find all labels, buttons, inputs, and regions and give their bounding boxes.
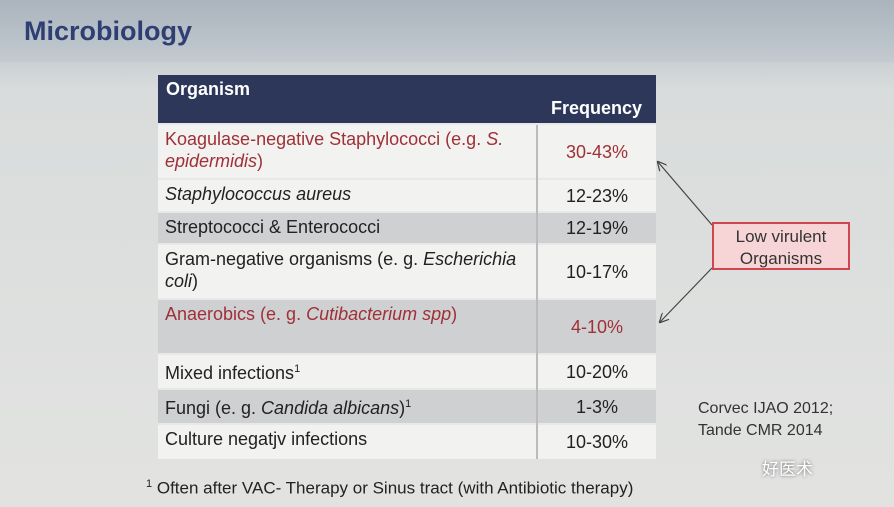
organism-text: Escherichia coli [165,249,517,291]
reference-line: Tande CMR 2014 [698,422,823,439]
frequency-cell: 1-3% [536,388,656,424]
organism-text: Fungi (e. g. [165,398,262,418]
header-row: Organism Frequency [158,75,656,124]
organism-cell: Gram-negative organisms (e. g. Escherich… [158,243,537,299]
organism-text: Cutibacterium spp [306,304,452,324]
organism-text: Streptococci & Enterococci [165,217,381,237]
footnote-mark: 1 [146,478,153,490]
frequency-cell: 10-17% [536,243,656,299]
frequency-cell: 4-10% [536,298,656,354]
table-row: Gram-negative organisms (e. g. Escherich… [158,243,656,299]
organism-cell: Staphylococcus aureus [158,178,537,212]
organism-text: 1 [294,363,301,375]
table-row: Anaerobics (e. g. Cutibacterium spp) 4-10… [158,298,656,354]
table-row: Staphylococcus aureus 12-23% [158,178,656,212]
frequency-cell: 10-20% [536,353,656,389]
title-band [0,0,894,62]
frequency-cell: 30-43% [536,123,656,179]
table-row: Fungi (e. g. Candida albicans)1 1-3% [158,388,656,424]
slide-title: Microbiology [24,16,192,46]
table-row: Mixed infections1 10-20% [158,353,656,389]
organism-cell: Streptococci & Enterococci [158,211,537,244]
footnote: 1 Often after VAC- Therapy or Sinus trac… [146,478,633,499]
column-header: Frequency [537,75,656,124]
arrow [660,267,713,322]
frequency-cell: 12-23% [536,178,656,212]
organism-cell: Culture negatjv infections [158,423,537,459]
organism-text: Candida albicans [261,398,400,418]
organism-cell: Anaerobics (e. g. Cutibacterium spp) [158,298,537,354]
organism-cell: Fungi (e. g. Candida albicans)1 [158,388,537,424]
organism-text: Staphylococcus aureus [165,184,352,204]
organism-text: S. epidermidis [165,129,504,171]
reference: Corvec IJAO 2012; Tande CMR 2014 [698,398,833,442]
organism-cell: Mixed infections1 [158,353,537,389]
organism-text: ) [399,398,406,418]
organism-text: 1 [405,398,412,410]
organism-cell: Koagulase-negative Staphylococci (e.g. S… [158,123,537,179]
organism-text: ) [257,151,264,171]
callout-box: Low virulent Organisms [712,222,850,270]
organism-text: Culture negatjv infections [165,429,368,449]
reference-line: Corvec IJAO 2012; [698,400,834,417]
table-body: Koagulase-negative Staphylococci (e.g. S… [158,123,656,459]
organism-text: Mixed infections [165,363,295,383]
frequency-cell: 10-30% [536,423,656,459]
arrow [658,162,713,226]
microbiology-table: Organism Frequency Koagulase-negative St… [158,75,656,459]
organism-text: Anaerobics (e. g. [165,304,307,324]
organism-text: Koagulase-negative Staphylococci (e.g. [165,129,487,149]
table-row: Streptococci & Enterococci 12-19% [158,211,656,244]
frequency-cell: 12-19% [536,211,656,244]
organism-text: Gram-negative organisms (e. g. [165,249,424,269]
watermark: 好医术 [762,460,813,479]
organism-text: ) [192,271,199,291]
table-row: Koagulase-negative Staphylococci (e.g. S… [158,123,656,179]
column-header: Organism [158,75,537,124]
table-row: Culture negatjv infections 10-30% [158,423,656,459]
footnote-text: Often after VAC- Therapy or Sinus tract … [156,478,634,498]
organism-text: ) [451,304,458,324]
